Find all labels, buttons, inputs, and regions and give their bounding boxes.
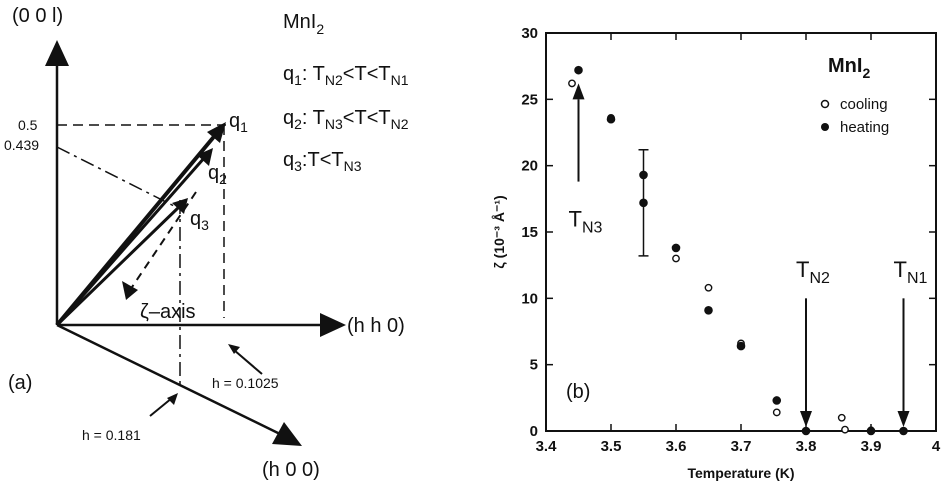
panel-a-letter: (a) [8,372,32,394]
heating-point [704,305,713,315]
chart-title: MnI2 [828,55,870,81]
compound-label: MnI2 [283,11,324,37]
x-tick-label: 3.9 [861,438,882,455]
y-axis-title: ζ (10⁻³ Å⁻¹) [491,195,507,268]
legend-heating-marker [821,123,829,131]
q1-label: q1 [229,110,248,135]
x-axis-title: Temperature (K) [687,465,794,481]
axis-h-label: (h 0 0) [262,459,320,481]
heating-point [801,426,811,436]
h-0181-pointer [149,397,173,417]
axis-hh-label: (h h 0) [347,315,405,337]
zeta-axis-label: ζ–axis [140,301,196,323]
q2-label: q2 [208,162,227,187]
heating-point [736,341,746,351]
y-tick-label: 30 [521,25,538,42]
cooling-point [568,79,576,88]
q2-arrowhead [197,148,213,166]
y-tick-label: 15 [521,224,538,241]
plot-frame [545,32,937,432]
heating-point [866,426,876,436]
h-01025-pointer-head [228,344,240,354]
cooling-point [704,283,713,292]
cooling-point [672,254,680,263]
heating-point [606,114,616,124]
axis-h-arrowhead [272,422,302,446]
annotation-label: TN1 [894,257,928,287]
q1-legend-line: q1: TN2<T<TN1 [283,63,409,88]
zeta-arrowhead [122,281,138,300]
x-tick-label: 4 [932,438,941,455]
q1-arrowhead [207,122,226,143]
q3-legend-line: q3:T<TN3 [283,149,362,174]
y-tick-label: 25 [521,91,538,108]
q3-label: q3 [190,208,209,233]
legend-heating-label: heating [840,119,889,136]
heating-point [639,170,648,180]
q3-arrowhead [172,198,188,214]
y-value-0439: 0.439 [4,137,39,153]
heating-point [671,243,681,253]
cooling-point [837,413,846,422]
x-tick-label: 3.6 [666,438,687,455]
q3-vector [55,204,182,327]
y-tick-label: 0 [530,423,538,440]
y-tick-label: 20 [521,158,538,175]
h-01025-label: h = 0.1025 [212,375,279,391]
heating-point [772,396,782,405]
legend: cooling heating [820,96,889,136]
x-tick-label: 3.4 [536,438,558,455]
q2-vector [55,156,207,326]
annotation-label: TN3 [569,207,603,237]
x-tick-label: 3.8 [796,438,817,455]
panel-a-diagram: (0 0 l) (h h 0) (h 0 0) MnI2 q1: TN2<T<T… [4,5,409,481]
annotation-label: TN2 [796,257,830,287]
annotation-arrowhead [800,411,812,428]
annotation-arrowhead [897,411,910,428]
annotation-arrowhead [572,83,585,100]
y-tick-label: 5 [530,357,538,374]
cooling-point [841,425,849,434]
cooling-point [772,408,781,417]
x-tick-label: 3.7 [731,438,752,455]
axis-hh-arrowhead [320,313,346,337]
heating-point [899,426,908,436]
y-tick-label: 10 [521,290,538,307]
legend-cooling-label: cooling [840,96,888,113]
h-01025-pointer [233,349,263,375]
h-0181-pointer-head [167,393,178,405]
heating-point [639,198,648,208]
q2-legend-line: q2: TN3<T<TN2 [283,107,409,132]
axis-h-line [56,323,281,436]
axis-z-label: (0 0 l) [12,5,63,27]
y-value-05: 0.5 [18,117,38,133]
x-tick-label: 3.5 [601,438,622,455]
panel-b-letter: (b) [566,381,590,403]
heating-point [574,65,583,75]
axis-z-arrowhead [45,40,69,66]
panel-b-chart: 3.4 3.5 3.6 3.7 3.8 3.9 4 0 5 10 15 20 25 30 TN3 TN2 TN… [491,25,941,481]
h-0181-label: h = 0.181 [82,427,141,443]
legend-cooling-marker [820,99,830,109]
q-legend: q1: TN2<T<TN1 q2: TN3<T<TN2 q3:T<TN3 [283,63,409,174]
